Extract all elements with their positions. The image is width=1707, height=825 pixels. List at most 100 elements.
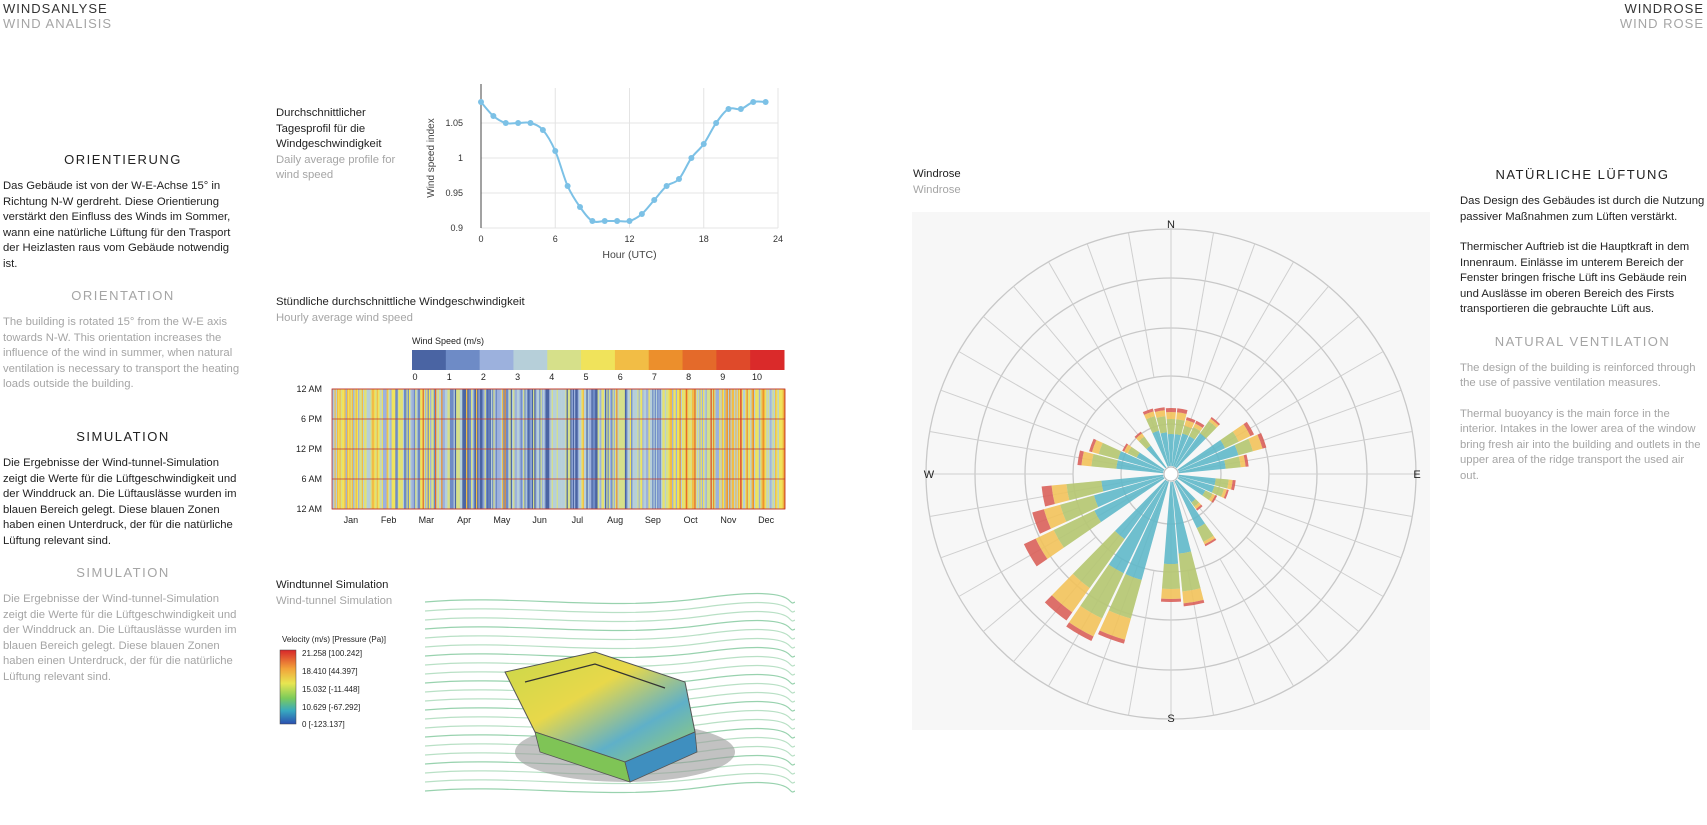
- rose-petal-segment: [1051, 573, 1090, 613]
- windrose-caption-en: Windrose: [913, 183, 961, 196]
- streamline: [425, 592, 795, 605]
- rose-petal-segment: [1072, 531, 1125, 588]
- direction-w-label: W: [924, 469, 935, 481]
- heatmap-y-label: 12 AM: [296, 384, 322, 394]
- rose-petal-segment: [1175, 479, 1196, 503]
- orientation-title: ORIENTIERUNG: [64, 152, 182, 167]
- data-point: [527, 120, 534, 126]
- rose-petal-segment: [1211, 486, 1224, 497]
- rose-petal-segment: [1178, 460, 1226, 474]
- scale-label: 5: [583, 372, 588, 382]
- rose-petal-segment: [1166, 412, 1176, 420]
- rose-spoke: [1170, 473, 1256, 705]
- scale-label: 3: [515, 372, 520, 382]
- scale-swatch: [513, 350, 548, 370]
- simulation-text-de: Die Ergebnisse der Wind-tunnel-Simulatio…: [3, 457, 237, 547]
- rose-petal-segment: [1232, 424, 1251, 442]
- rose-petal-segment: [1182, 425, 1192, 436]
- rose-petal-segment: [1221, 488, 1227, 499]
- rose-petal-segment: [1191, 498, 1200, 507]
- rose-petal-segment: [1156, 416, 1167, 434]
- rose-petal-segment: [1161, 563, 1181, 589]
- data-point: [676, 176, 682, 182]
- data-point: [552, 148, 559, 154]
- rose-petal-segment: [1248, 434, 1263, 452]
- data-point: [638, 211, 645, 217]
- rose-petal-segment: [1208, 493, 1216, 502]
- rose-petal-segment: [1211, 495, 1218, 503]
- ventilation-text-en-2: Thermal buoyancy is the main force in th…: [1460, 407, 1701, 482]
- streamline: [425, 781, 795, 794]
- rose-petal-segment: [1203, 535, 1216, 545]
- rose-spoke: [982, 316, 1097, 412]
- rose-spoke: [1219, 261, 1294, 390]
- rose-petal-segment: [1196, 523, 1214, 542]
- rose-petal-segment: [1108, 574, 1142, 619]
- streamline: [425, 655, 795, 668]
- windrose-caption-de: Windrose: [913, 168, 961, 180]
- rose-petal-segment: [1234, 438, 1253, 456]
- orientation-text-de: Das Gebäude ist von der W-E-Achse 15° in…: [3, 180, 231, 270]
- ventilation-text-en-1: The design of the building is reinforced…: [1460, 361, 1696, 390]
- tunnel-legend-label: 15.032 [-11.448]: [302, 685, 360, 694]
- tunnel-caption-de: Windtunnel Simulation: [276, 579, 389, 591]
- tunnel-legend-label: 21.258 [100.242]: [302, 649, 362, 658]
- rose-petal-segment: [1224, 456, 1241, 469]
- scale-label: 6: [618, 372, 623, 382]
- rose-petal-segment: [1220, 431, 1239, 449]
- rose-petal-segment: [1091, 439, 1103, 454]
- rose-spoke: [940, 389, 1080, 441]
- rose-petal-segment: [1053, 510, 1101, 548]
- simulation-text-en: Die Ergebnisse der Wind-tunnel-Simulatio…: [3, 593, 237, 683]
- rose-petal-segment: [1202, 490, 1213, 501]
- ventilation-section: NATÜRLICHE LÜFTUNG Das Design des Gebäud…: [1460, 167, 1705, 484]
- windtunnel-simulation-image: [425, 592, 795, 794]
- rose-petal-segment: [1224, 456, 1241, 469]
- rose-petal-segment: [1154, 407, 1165, 413]
- rose-petal-segment: [1044, 595, 1073, 621]
- rose-petal-segment: [1238, 455, 1246, 468]
- rose-petal-segment: [1243, 421, 1255, 437]
- data-point: [750, 99, 757, 105]
- data-point: [478, 99, 484, 105]
- ventilation-title: NATÜRLICHE LÜFTUNG: [1495, 167, 1670, 182]
- scale-label: 1: [447, 372, 452, 382]
- heatmap-x-label: Feb: [381, 515, 397, 525]
- rose-petal-segment: [1171, 481, 1192, 554]
- rose-petal-segment: [1167, 434, 1175, 467]
- rose-spoke: [1245, 536, 1360, 632]
- simulation-title: SIMULATION: [76, 429, 170, 444]
- data-point: [688, 155, 695, 161]
- data-point: [663, 183, 670, 189]
- heatmap-x-label: Oct: [684, 515, 699, 525]
- rose-petal-segment: [1178, 551, 1201, 592]
- rose-petal-segment: [1127, 446, 1140, 458]
- streamline: [425, 646, 795, 659]
- rose-petal-segment: [1125, 481, 1169, 580]
- scale-label: 7: [652, 372, 657, 382]
- rose-petal-segment: [1165, 408, 1177, 413]
- heatmap-legend-title: Wind Speed (m/s): [412, 336, 484, 346]
- scale-swatch: [614, 350, 650, 370]
- rose-petal-segment: [1214, 478, 1229, 489]
- rose-petal-segment: [1156, 416, 1167, 434]
- tunnel-caption: Windtunnel Simulation Wind-tunnel Simula…: [276, 578, 476, 609]
- y-tick-label: 1.05: [445, 118, 463, 128]
- rose-spoke: [1187, 232, 1215, 378]
- rose-petal-segment: [1091, 453, 1118, 469]
- data-point: [713, 120, 720, 126]
- rose-spoke: [1127, 570, 1155, 716]
- heatmap-y-label: 12 PM: [296, 444, 322, 454]
- heatmap-frame: [331, 388, 786, 510]
- heatmap-x-label: May: [493, 515, 511, 525]
- rose-petal-segment: [1231, 479, 1236, 491]
- scale-swatch: [682, 350, 717, 370]
- rose-spoke: [1262, 389, 1402, 441]
- data-point: [577, 204, 583, 210]
- rose-petal-segment: [1196, 523, 1214, 542]
- streamline: [425, 601, 795, 614]
- rose-petal-segment: [1060, 495, 1099, 522]
- y-axis-label: Wind speed index: [426, 118, 437, 198]
- rose-petal-segment: [1193, 423, 1203, 432]
- rose-petal-segment: [1138, 436, 1151, 450]
